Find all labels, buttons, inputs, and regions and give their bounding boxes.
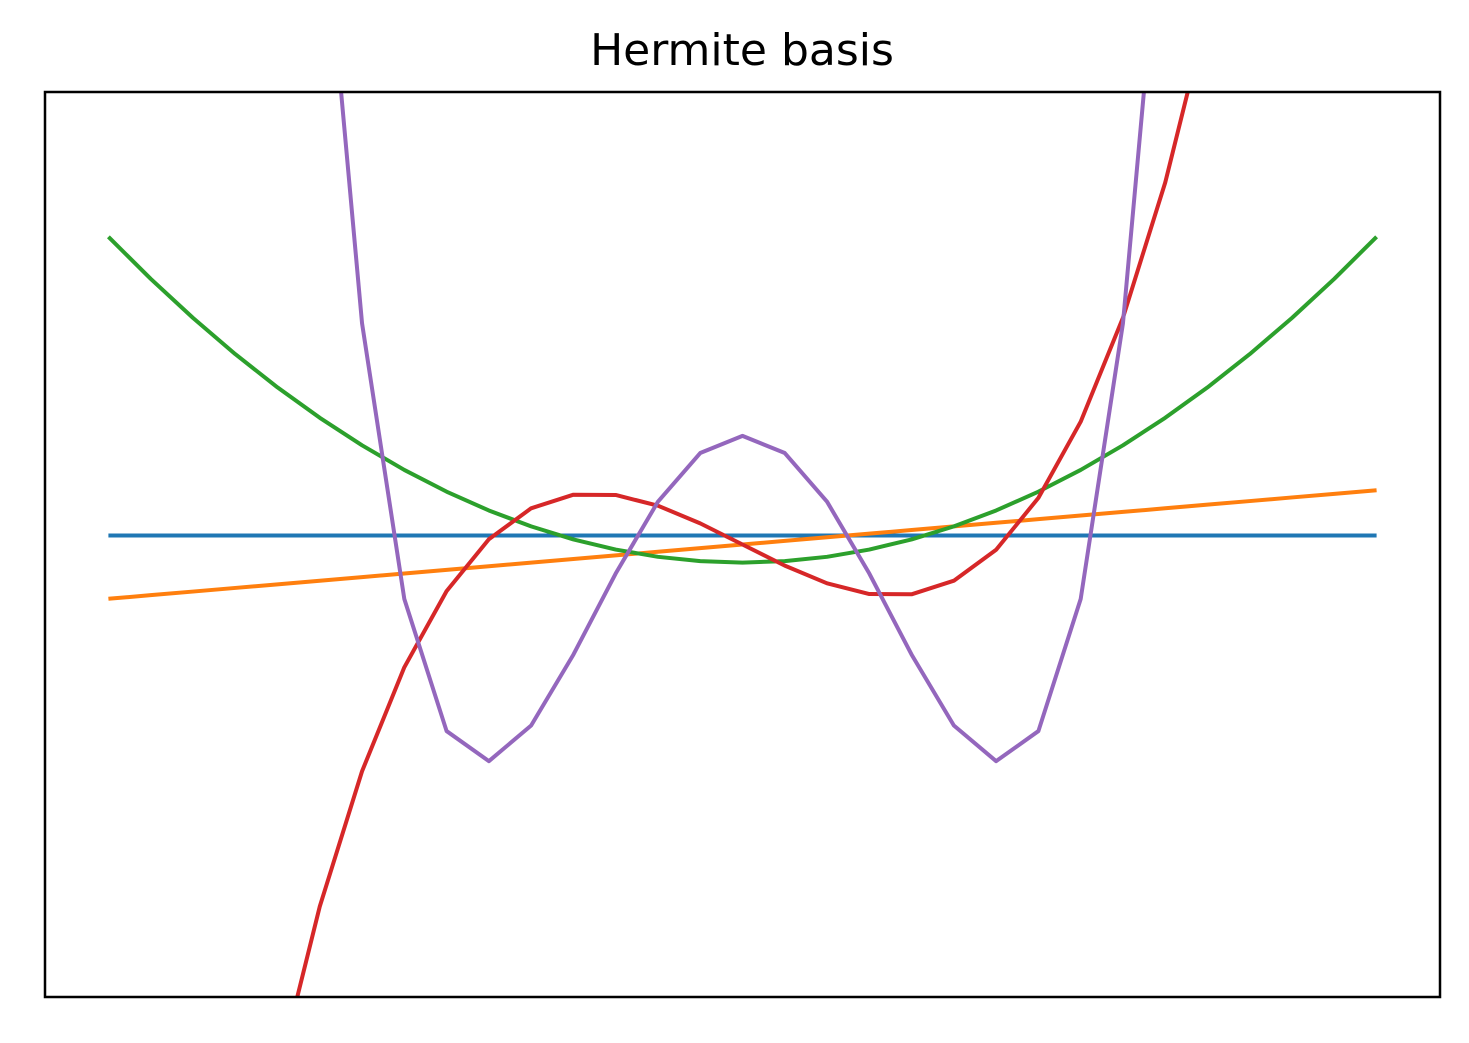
series-line	[339, 92, 1146, 764]
plot-lines	[107, 92, 1378, 997]
plot-frame	[43, 90, 1442, 999]
series-line	[107, 235, 1378, 565]
series-line	[295, 92, 1190, 997]
chart-title: Hermite basis	[590, 25, 894, 76]
